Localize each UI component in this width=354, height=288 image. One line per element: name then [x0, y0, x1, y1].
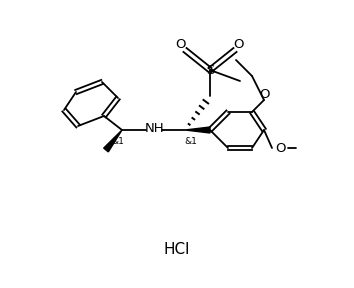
Text: O: O [234, 39, 244, 52]
Text: O: O [259, 88, 269, 101]
Polygon shape [185, 127, 210, 133]
Text: HCl: HCl [164, 242, 190, 257]
Polygon shape [104, 130, 122, 152]
Text: NH: NH [145, 122, 165, 135]
Text: &1: &1 [184, 137, 198, 145]
Text: S: S [206, 63, 214, 77]
Text: O: O [275, 141, 285, 154]
Text: &1: &1 [112, 137, 125, 145]
Text: O: O [176, 39, 186, 52]
